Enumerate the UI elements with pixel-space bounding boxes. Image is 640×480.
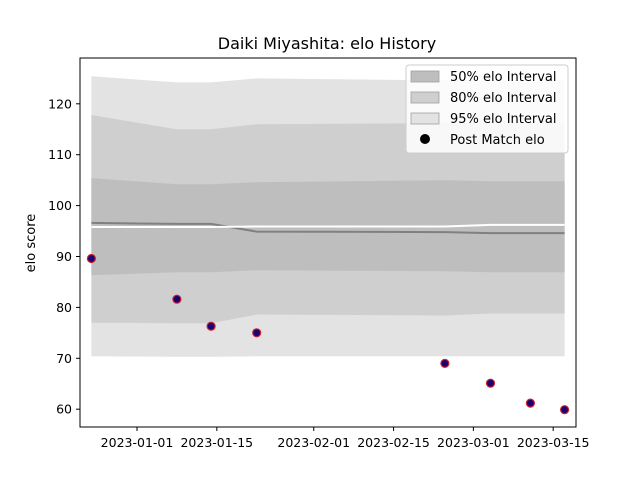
x-tick-label: 2023-01-01 xyxy=(101,435,174,450)
x-tick-label: 2023-02-01 xyxy=(277,435,350,450)
y-tick-label: 110 xyxy=(48,147,72,162)
y-tick-label: 70 xyxy=(56,351,72,366)
chart-title: Daiki Miyashita: elo History xyxy=(218,34,436,53)
x-tick-label: 2023-02-15 xyxy=(357,435,430,450)
series-line-2 xyxy=(91,223,565,228)
legend-label: 95% elo Interval xyxy=(450,112,557,127)
post-match-point xyxy=(172,294,182,304)
legend-label: Post Match elo xyxy=(450,133,545,148)
legend-marker xyxy=(420,134,430,144)
y-tick-label: 90 xyxy=(56,249,72,264)
y-tick-label: 60 xyxy=(56,402,72,417)
y-tick-label: 80 xyxy=(56,300,72,315)
axes-frame xyxy=(79,57,577,428)
legend-swatch xyxy=(410,91,440,104)
y-tick-label: 120 xyxy=(48,96,72,111)
post-match-point xyxy=(440,358,450,368)
legend-swatch xyxy=(410,112,440,125)
post-match-point xyxy=(525,398,536,408)
x-tick-label: 2023-01-15 xyxy=(180,435,253,450)
legend-label: 80% elo Interval xyxy=(450,91,557,106)
legend-label: 50% elo Interval xyxy=(450,70,557,85)
legend-box xyxy=(405,64,569,154)
post-match-point xyxy=(559,405,570,415)
post-match-point xyxy=(252,328,262,338)
legend-swatch xyxy=(410,70,440,83)
x-tick-label: 2023-03-15 xyxy=(517,435,590,450)
post-match-point xyxy=(485,378,496,388)
post-match-point xyxy=(206,321,216,331)
series-line-1 xyxy=(91,221,565,235)
legend: 50% elo Interval 80% elo Interval 95% elo … xyxy=(405,64,569,154)
post-match-point xyxy=(86,253,97,264)
x-tick-label: 2023-03-01 xyxy=(437,435,510,450)
y-axis-label: elo score xyxy=(24,214,39,273)
y-tick-label: 100 xyxy=(48,198,72,213)
